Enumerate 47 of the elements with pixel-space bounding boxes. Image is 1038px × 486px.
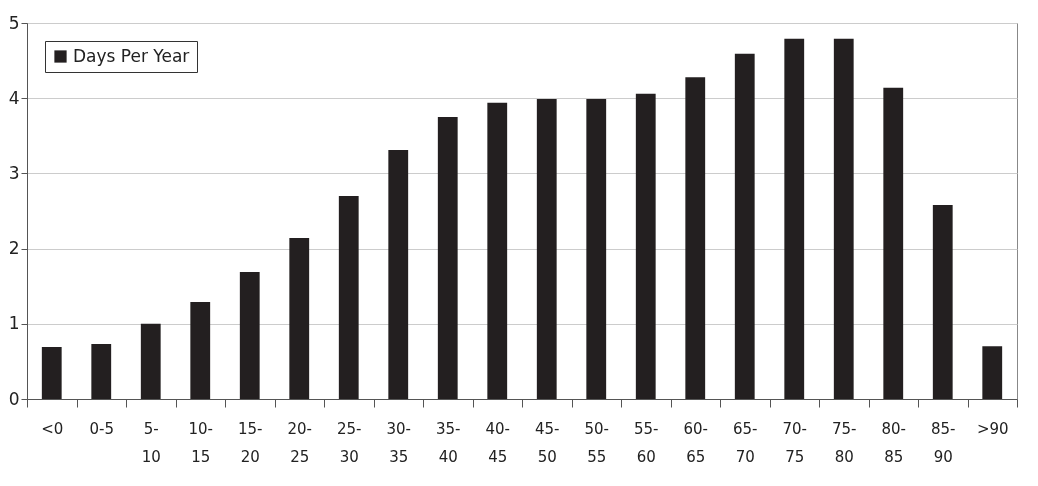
legend-label: Days Per Year — [73, 45, 190, 66]
bar — [883, 87, 904, 399]
bar — [932, 204, 953, 399]
x-tick-label: 55-60 — [634, 419, 659, 466]
y-tick-label: 4 — [8, 87, 20, 108]
bar — [833, 38, 854, 399]
bar — [289, 238, 310, 399]
x-tick-label: 65-70 — [733, 419, 758, 466]
bar — [586, 98, 607, 399]
bar — [190, 301, 211, 399]
x-tick-label: 80-85 — [881, 419, 906, 466]
bar — [635, 93, 656, 399]
bar — [91, 344, 112, 399]
x-tick-label: 35-40 — [436, 419, 461, 466]
x-tick-label: 20-25 — [287, 419, 312, 466]
bar — [487, 102, 508, 399]
x-tick-label: 15-20 — [238, 419, 263, 466]
x-tick-label: 50-55 — [584, 419, 609, 466]
bar — [388, 150, 409, 399]
bar — [685, 77, 706, 399]
x-tick-label: 40-45 — [485, 419, 510, 466]
y-tick-label: 3 — [8, 162, 20, 183]
x-tick-label: 10-15 — [188, 419, 213, 466]
x-tick-label: >90 — [976, 419, 1009, 438]
x-tick-label: 85-90 — [931, 419, 956, 466]
bar — [982, 346, 1003, 399]
x-tick-label: <0 — [41, 419, 64, 438]
y-tick-label: 1 — [8, 313, 20, 334]
y-tick-label: 0 — [8, 388, 20, 409]
x-tick-label: 75-80 — [832, 419, 857, 466]
bar — [239, 271, 260, 399]
x-tick-label: 0-5 — [89, 419, 114, 438]
x-tick-label: 30-35 — [386, 419, 411, 466]
x-tick-label: 5-10 — [141, 419, 161, 466]
bar — [41, 347, 62, 399]
x-tick-label: 25-30 — [337, 419, 362, 466]
y-tick-label: 5 — [8, 12, 20, 33]
bar — [734, 53, 755, 399]
y-tick-label: 2 — [8, 238, 20, 259]
bar — [140, 323, 161, 399]
x-tick-label: 45-50 — [535, 419, 560, 466]
x-tick-label: 70-75 — [782, 419, 807, 466]
x-tick-label: 60-65 — [683, 419, 708, 466]
bar — [536, 98, 557, 399]
bar — [784, 38, 805, 399]
bar — [437, 117, 458, 399]
bar — [338, 195, 359, 399]
